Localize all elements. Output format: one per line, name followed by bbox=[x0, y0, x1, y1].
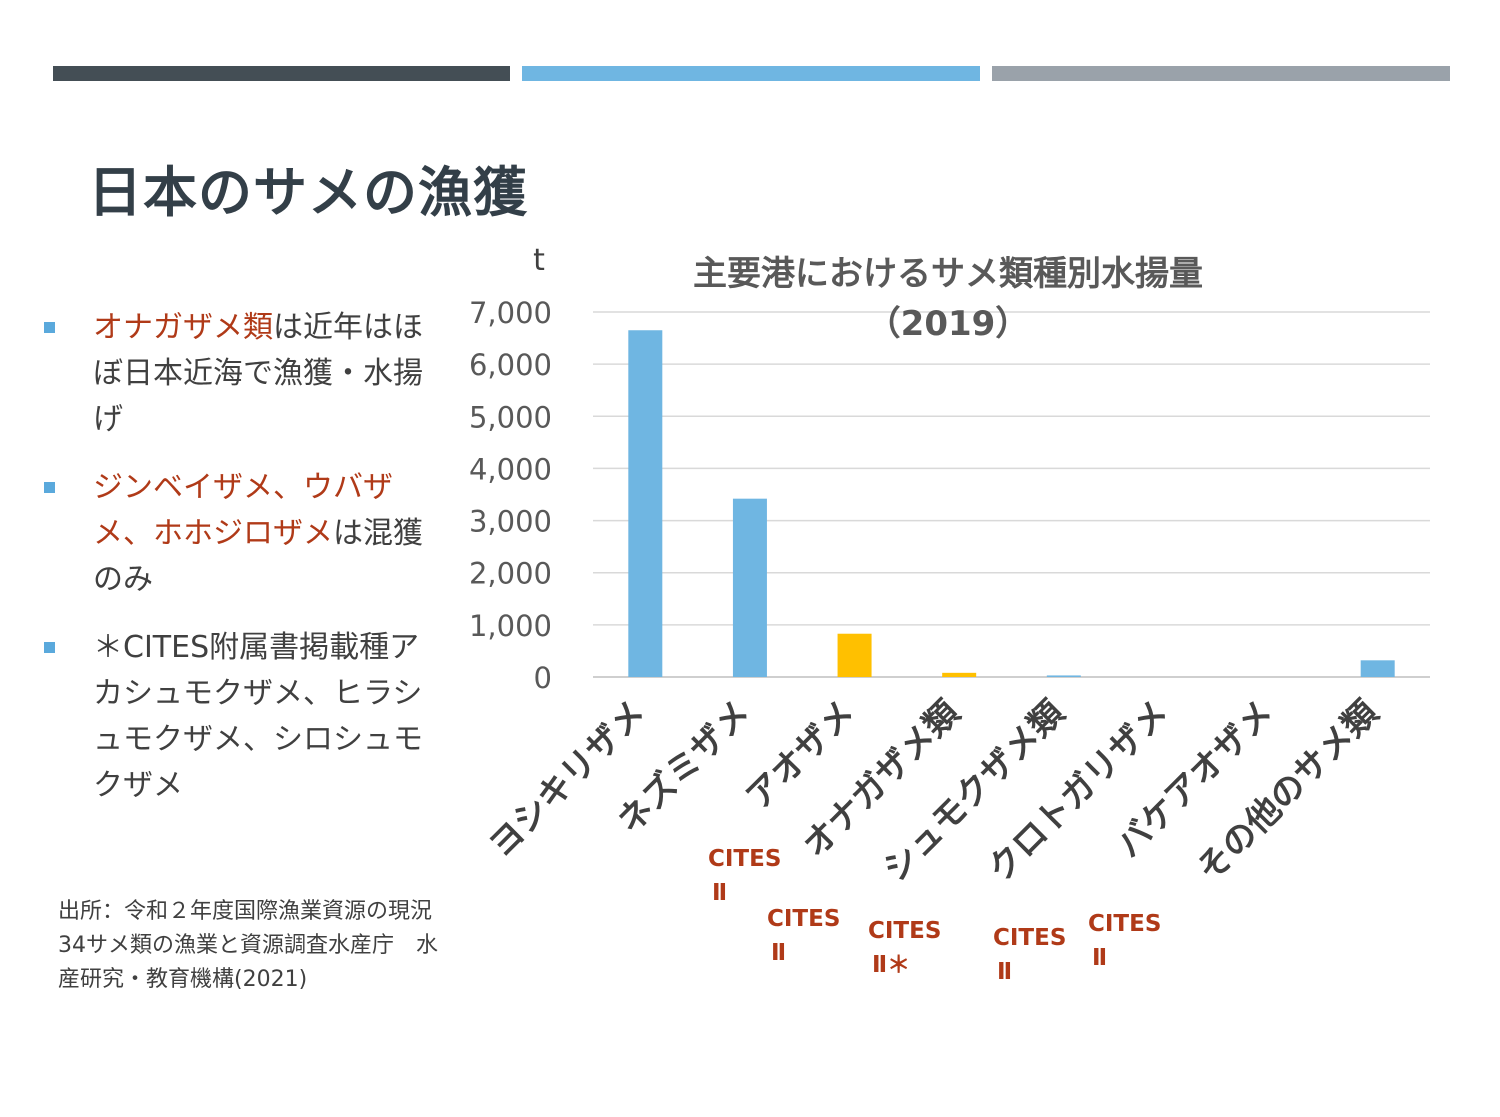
bullet-text: ＊CITES附属書掲載種アカシュモクザメ、ヒラシュモクザメ、シロシュモクザメ bbox=[93, 630, 423, 803]
bar bbox=[837, 633, 872, 677]
cites-annotation: CITES Ⅱ bbox=[767, 902, 840, 970]
bar bbox=[1360, 660, 1395, 677]
y-tick-label: 4,000 bbox=[469, 452, 552, 486]
x-tick-label: その他のサメ類 bbox=[1189, 692, 1386, 889]
chart-title: 主要港におけるサメ類種別水揚量 bbox=[693, 254, 1203, 294]
x-tick-label: クロトガリザメ bbox=[980, 693, 1177, 890]
x-tick-label: ヨシキリザメ bbox=[481, 693, 654, 866]
bullet-text: は混獲のみ bbox=[93, 516, 423, 597]
bar bbox=[1046, 675, 1081, 677]
cites-label: CITES bbox=[868, 918, 942, 944]
bar bbox=[942, 672, 977, 677]
bullet-item-2: ジンベイザメ、ウバザメ、ホホジロザメは混獲のみ bbox=[44, 465, 444, 603]
bullet-marker bbox=[44, 642, 55, 653]
y-tick-label: 0 bbox=[534, 661, 552, 695]
y-tick-label: 7,000 bbox=[469, 296, 552, 330]
bullet-item-3: ＊CITES附属書掲載種アカシュモクザメ、ヒラシュモクザメ、シロシュモクザメ bbox=[44, 625, 444, 809]
bullet-marker bbox=[44, 322, 55, 333]
cites-appendix: Ⅱ bbox=[712, 880, 728, 906]
slide-title: 日本のサメの漁獲 bbox=[88, 161, 528, 224]
y-tick-label: 5,000 bbox=[469, 400, 552, 434]
cites-label: CITES bbox=[993, 925, 1067, 951]
y-axis-label: t bbox=[533, 243, 545, 278]
bullet-highlight: オナガザメ類 bbox=[93, 310, 273, 345]
cites-label: CITES bbox=[1088, 911, 1162, 937]
bullet-list: オナガザメ類は近年はほぼ日本近海で漁獲・水揚げ ジンベイザメ、ウバザメ、ホホジロ… bbox=[44, 305, 444, 831]
chart-subtitle: （2019） bbox=[867, 304, 1030, 344]
cites-annotation: CITES Ⅱ bbox=[1088, 907, 1161, 975]
bullet-item-1: オナガザメ類は近年はほぼ日本近海で漁獲・水揚げ bbox=[44, 305, 444, 443]
source-note: 出所：令和２年度国際漁業資源の現況34サメ類の漁業と資源調査水産庁 水産研究・教… bbox=[58, 899, 438, 992]
header-bar-dark bbox=[53, 66, 510, 81]
cites-appendix: Ⅱ bbox=[771, 940, 787, 966]
cites-label: CITES bbox=[708, 846, 782, 872]
bullet-highlight: ジンベイザメ、ウバザメ、ホホジロザメ bbox=[93, 470, 393, 551]
cites-label: CITES bbox=[767, 906, 841, 932]
bar bbox=[732, 498, 767, 677]
y-tick-label: 2,000 bbox=[469, 557, 552, 591]
y-tick-label: 1,000 bbox=[469, 609, 552, 643]
x-tick-label: シュモクザメ類 bbox=[876, 692, 1073, 889]
header-bar-blue bbox=[522, 66, 980, 81]
bullet-text: は近年はほぼ日本近海で漁獲・水揚げ bbox=[93, 310, 423, 437]
cites-appendix: Ⅱ bbox=[997, 959, 1013, 985]
cites-annotation: CITES Ⅱ bbox=[993, 921, 1066, 989]
cites-appendix: Ⅱ＊ bbox=[872, 952, 911, 978]
cites-annotation: CITES Ⅱ＊ bbox=[868, 914, 941, 982]
y-tick-label: 3,000 bbox=[469, 505, 552, 539]
header-bar-grey bbox=[992, 66, 1450, 81]
cites-annotation: CITES Ⅱ bbox=[708, 842, 781, 910]
bar bbox=[628, 330, 663, 677]
y-tick-label: 6,000 bbox=[469, 348, 552, 382]
bullet-marker bbox=[44, 482, 55, 493]
cites-appendix: Ⅱ bbox=[1092, 945, 1108, 971]
